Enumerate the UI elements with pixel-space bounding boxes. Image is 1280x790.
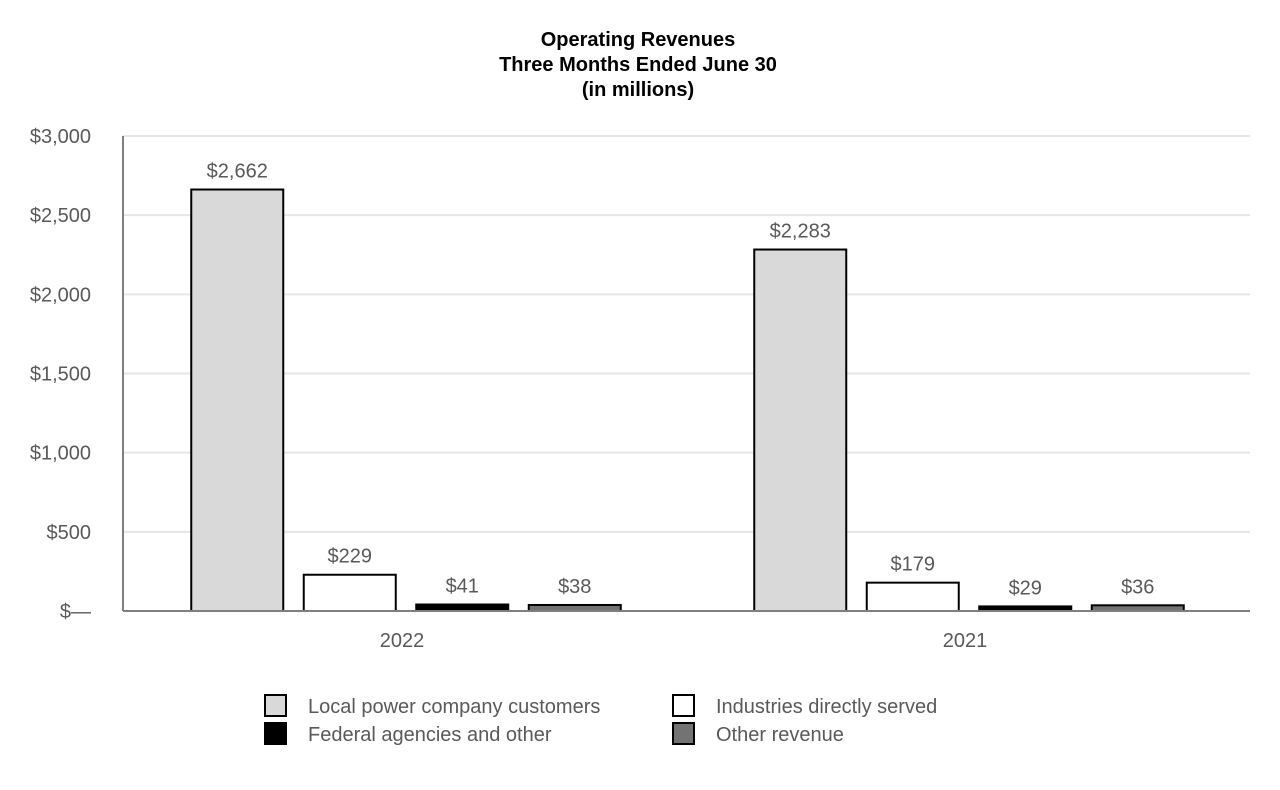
- y-tick-label: $1,500: [30, 364, 91, 386]
- y-tick-label: $2,000: [30, 284, 91, 306]
- chart-title-line-1: Operating Revenues: [541, 29, 736, 51]
- x-axis-tick-labels: 2022 2021: [380, 630, 988, 652]
- legend-item: Other revenue: [672, 722, 844, 746]
- y-tick-label: $2,500: [30, 205, 91, 227]
- data-label: $229: [328, 546, 373, 568]
- chart-title-line-3: (in millions): [582, 79, 694, 101]
- bar-2022-2: [302, 573, 397, 612]
- legend-item: Federal agencies and other: [264, 722, 552, 746]
- chart-title: Operating Revenues Three Months Ended Ju…: [499, 29, 777, 101]
- data-label: $2,662: [207, 161, 268, 183]
- bar-2021-2: [865, 581, 960, 612]
- data-label: $29: [1009, 577, 1042, 599]
- legend-item: Local power company customers: [264, 694, 600, 718]
- legend-swatch: [672, 694, 695, 717]
- bar-2022-1: [190, 188, 285, 612]
- x-tick-label: 2021: [943, 630, 988, 652]
- data-label: $41: [446, 576, 479, 598]
- legend-swatch: [264, 694, 287, 717]
- y-axis-tick-labels: $— $500 $1,000 $1,500 $2,000 $2,500 $3,000: [30, 126, 91, 623]
- chart-title-line-2: Three Months Ended June 30: [499, 54, 777, 76]
- bars: [190, 188, 1185, 613]
- y-tick-label: $3,000: [30, 126, 91, 148]
- data-label: $36: [1121, 576, 1154, 598]
- data-label: $2,283: [770, 221, 831, 243]
- legend-label: Federal agencies and other: [308, 724, 552, 746]
- bar-2021-1: [753, 248, 848, 612]
- data-label: $179: [891, 554, 936, 576]
- data-label: $38: [558, 576, 591, 598]
- legend-label: Industries directly served: [716, 696, 937, 718]
- legend-swatch: [264, 722, 287, 745]
- gridlines: [123, 135, 1250, 533]
- x-tick-label: 2022: [380, 630, 425, 652]
- data-labels: $2,662 $229 $41 $38 $2,283 $179 $29 $36: [207, 161, 1155, 600]
- legend-item: Industries directly served: [672, 694, 937, 718]
- y-tick-label: $1,000: [30, 443, 91, 465]
- y-tick-label: $500: [47, 522, 92, 544]
- legend-label: Other revenue: [716, 724, 844, 746]
- legend-swatch: [672, 722, 695, 745]
- legend: Local power company customers Industries …: [264, 694, 937, 746]
- axes: [122, 136, 1250, 612]
- y-tick-label: $—: [60, 601, 91, 623]
- legend-label: Local power company customers: [308, 696, 600, 718]
